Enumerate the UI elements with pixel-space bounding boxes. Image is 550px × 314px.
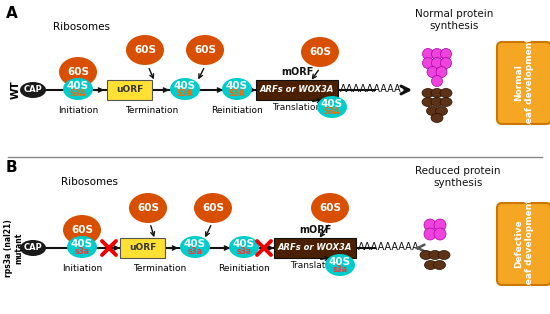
Ellipse shape (434, 228, 446, 240)
Ellipse shape (431, 113, 443, 122)
Ellipse shape (433, 261, 446, 269)
Ellipse shape (441, 48, 452, 59)
Ellipse shape (126, 35, 164, 65)
Text: Reinitiation: Reinitiation (211, 106, 263, 115)
Text: 40S: 40S (226, 81, 248, 91)
Text: 60S: 60S (134, 45, 156, 55)
Text: Termination: Termination (125, 106, 179, 115)
Ellipse shape (438, 251, 450, 259)
Text: Ribosomes: Ribosomes (62, 177, 118, 187)
Text: S3A: S3A (229, 89, 245, 99)
Text: 60S: 60S (67, 67, 89, 77)
Text: uORF: uORF (129, 243, 156, 252)
Ellipse shape (180, 236, 210, 258)
Text: s3a: s3a (74, 247, 90, 257)
Text: AAAAAAAAA: AAAAAAAAA (358, 242, 420, 252)
Text: s3a: s3a (333, 266, 348, 274)
Ellipse shape (222, 78, 252, 100)
Ellipse shape (20, 82, 46, 98)
Text: S3A: S3A (70, 89, 86, 99)
Text: Reduced protein
synthesis: Reduced protein synthesis (415, 166, 500, 187)
Ellipse shape (429, 251, 441, 259)
Ellipse shape (431, 89, 443, 98)
Ellipse shape (194, 193, 232, 223)
Ellipse shape (422, 89, 434, 98)
Text: 40S: 40S (71, 239, 93, 249)
Text: CAP: CAP (24, 243, 42, 252)
Ellipse shape (170, 78, 200, 100)
Ellipse shape (441, 57, 452, 68)
Text: s3a: s3a (236, 247, 251, 257)
Text: Normal
Leaf development: Normal Leaf development (514, 37, 534, 129)
Text: Reinitiation: Reinitiation (218, 264, 270, 273)
Ellipse shape (186, 35, 224, 65)
Text: 60S: 60S (137, 203, 159, 213)
Text: Defective
Leaf development: Defective Leaf development (514, 198, 534, 290)
Ellipse shape (420, 251, 432, 259)
Ellipse shape (301, 37, 339, 67)
Ellipse shape (426, 106, 438, 116)
Ellipse shape (63, 78, 93, 100)
Ellipse shape (436, 106, 448, 116)
Text: rps3a (nal21)
mutant: rps3a (nal21) mutant (4, 219, 24, 277)
Ellipse shape (422, 57, 433, 68)
Text: ARFs or WOX3A: ARFs or WOX3A (278, 243, 352, 252)
Ellipse shape (311, 193, 349, 223)
Ellipse shape (67, 236, 97, 258)
FancyBboxPatch shape (497, 42, 550, 124)
Ellipse shape (129, 193, 167, 223)
Text: 40S: 40S (321, 99, 343, 109)
Ellipse shape (424, 228, 436, 240)
Text: 60S: 60S (194, 45, 216, 55)
Text: ARFs or WOX3A: ARFs or WOX3A (260, 85, 334, 95)
Text: 60S: 60S (202, 203, 224, 213)
Ellipse shape (422, 98, 434, 106)
Text: uORF: uORF (116, 85, 143, 95)
Ellipse shape (229, 236, 259, 258)
Ellipse shape (440, 98, 452, 106)
Ellipse shape (425, 261, 437, 269)
Text: Normal protein
synthesis: Normal protein synthesis (415, 9, 493, 30)
Text: CAP: CAP (24, 85, 42, 95)
Text: 40S: 40S (174, 81, 196, 91)
Ellipse shape (427, 67, 438, 78)
FancyBboxPatch shape (497, 203, 550, 285)
Ellipse shape (424, 219, 436, 231)
Text: B: B (6, 160, 18, 175)
Ellipse shape (317, 96, 347, 118)
Text: Initiation: Initiation (62, 264, 102, 273)
Bar (256, 80, 338, 100)
Text: S3A: S3A (177, 89, 193, 99)
Text: 40S: 40S (233, 239, 255, 249)
Text: 60S: 60S (319, 203, 341, 213)
Text: Termination: Termination (133, 264, 186, 273)
Ellipse shape (325, 254, 355, 276)
Bar (274, 238, 356, 258)
Text: 60S: 60S (309, 47, 331, 57)
Text: 40S: 40S (67, 81, 89, 91)
Text: Initiation: Initiation (58, 106, 98, 115)
Text: mORF: mORF (281, 67, 313, 77)
Text: Translation: Translation (290, 261, 340, 270)
Ellipse shape (434, 219, 446, 231)
Text: mORF: mORF (299, 225, 331, 235)
Ellipse shape (432, 75, 443, 86)
Text: Ribosomes: Ribosomes (53, 22, 111, 32)
Text: s3a: s3a (188, 247, 202, 257)
Bar (107, 80, 152, 100)
Text: 60S: 60S (71, 225, 93, 235)
Text: Translation: Translation (272, 103, 322, 112)
Bar (120, 238, 165, 258)
Ellipse shape (20, 240, 46, 256)
Ellipse shape (440, 89, 452, 98)
Text: WT: WT (11, 81, 21, 99)
Text: S3A: S3A (324, 107, 340, 116)
Ellipse shape (59, 57, 97, 87)
Text: 40S: 40S (184, 239, 206, 249)
Ellipse shape (422, 48, 433, 59)
Text: AAAAAAAAA: AAAAAAAAA (340, 84, 402, 94)
Ellipse shape (432, 57, 443, 68)
Ellipse shape (431, 98, 443, 106)
Text: A: A (6, 6, 18, 21)
Ellipse shape (63, 215, 101, 245)
